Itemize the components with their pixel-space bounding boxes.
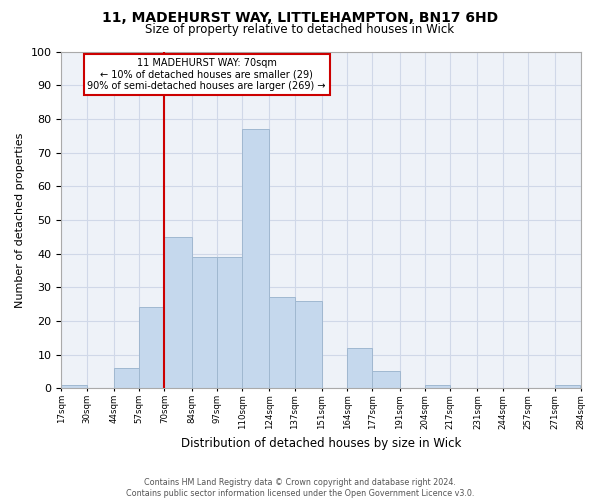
Text: Contains HM Land Registry data © Crown copyright and database right 2024.
Contai: Contains HM Land Registry data © Crown c… — [126, 478, 474, 498]
Y-axis label: Number of detached properties: Number of detached properties — [15, 132, 25, 308]
Bar — [242, 129, 269, 388]
Bar — [295, 300, 322, 388]
Text: 11 MADEHURST WAY: 70sqm
← 10% of detached houses are smaller (29)
90% of semi-de: 11 MADEHURST WAY: 70sqm ← 10% of detache… — [88, 58, 326, 92]
Bar — [61, 385, 86, 388]
Bar — [373, 372, 400, 388]
Text: Size of property relative to detached houses in Wick: Size of property relative to detached ho… — [145, 22, 455, 36]
Bar — [191, 257, 217, 388]
Bar — [555, 385, 580, 388]
Bar — [139, 308, 164, 388]
X-axis label: Distribution of detached houses by size in Wick: Distribution of detached houses by size … — [181, 437, 461, 450]
Bar — [114, 368, 139, 388]
Bar — [217, 257, 242, 388]
Bar — [269, 298, 295, 388]
Bar — [347, 348, 373, 388]
Bar — [164, 236, 191, 388]
Text: 11, MADEHURST WAY, LITTLEHAMPTON, BN17 6HD: 11, MADEHURST WAY, LITTLEHAMPTON, BN17 6… — [102, 12, 498, 26]
Bar — [425, 385, 450, 388]
